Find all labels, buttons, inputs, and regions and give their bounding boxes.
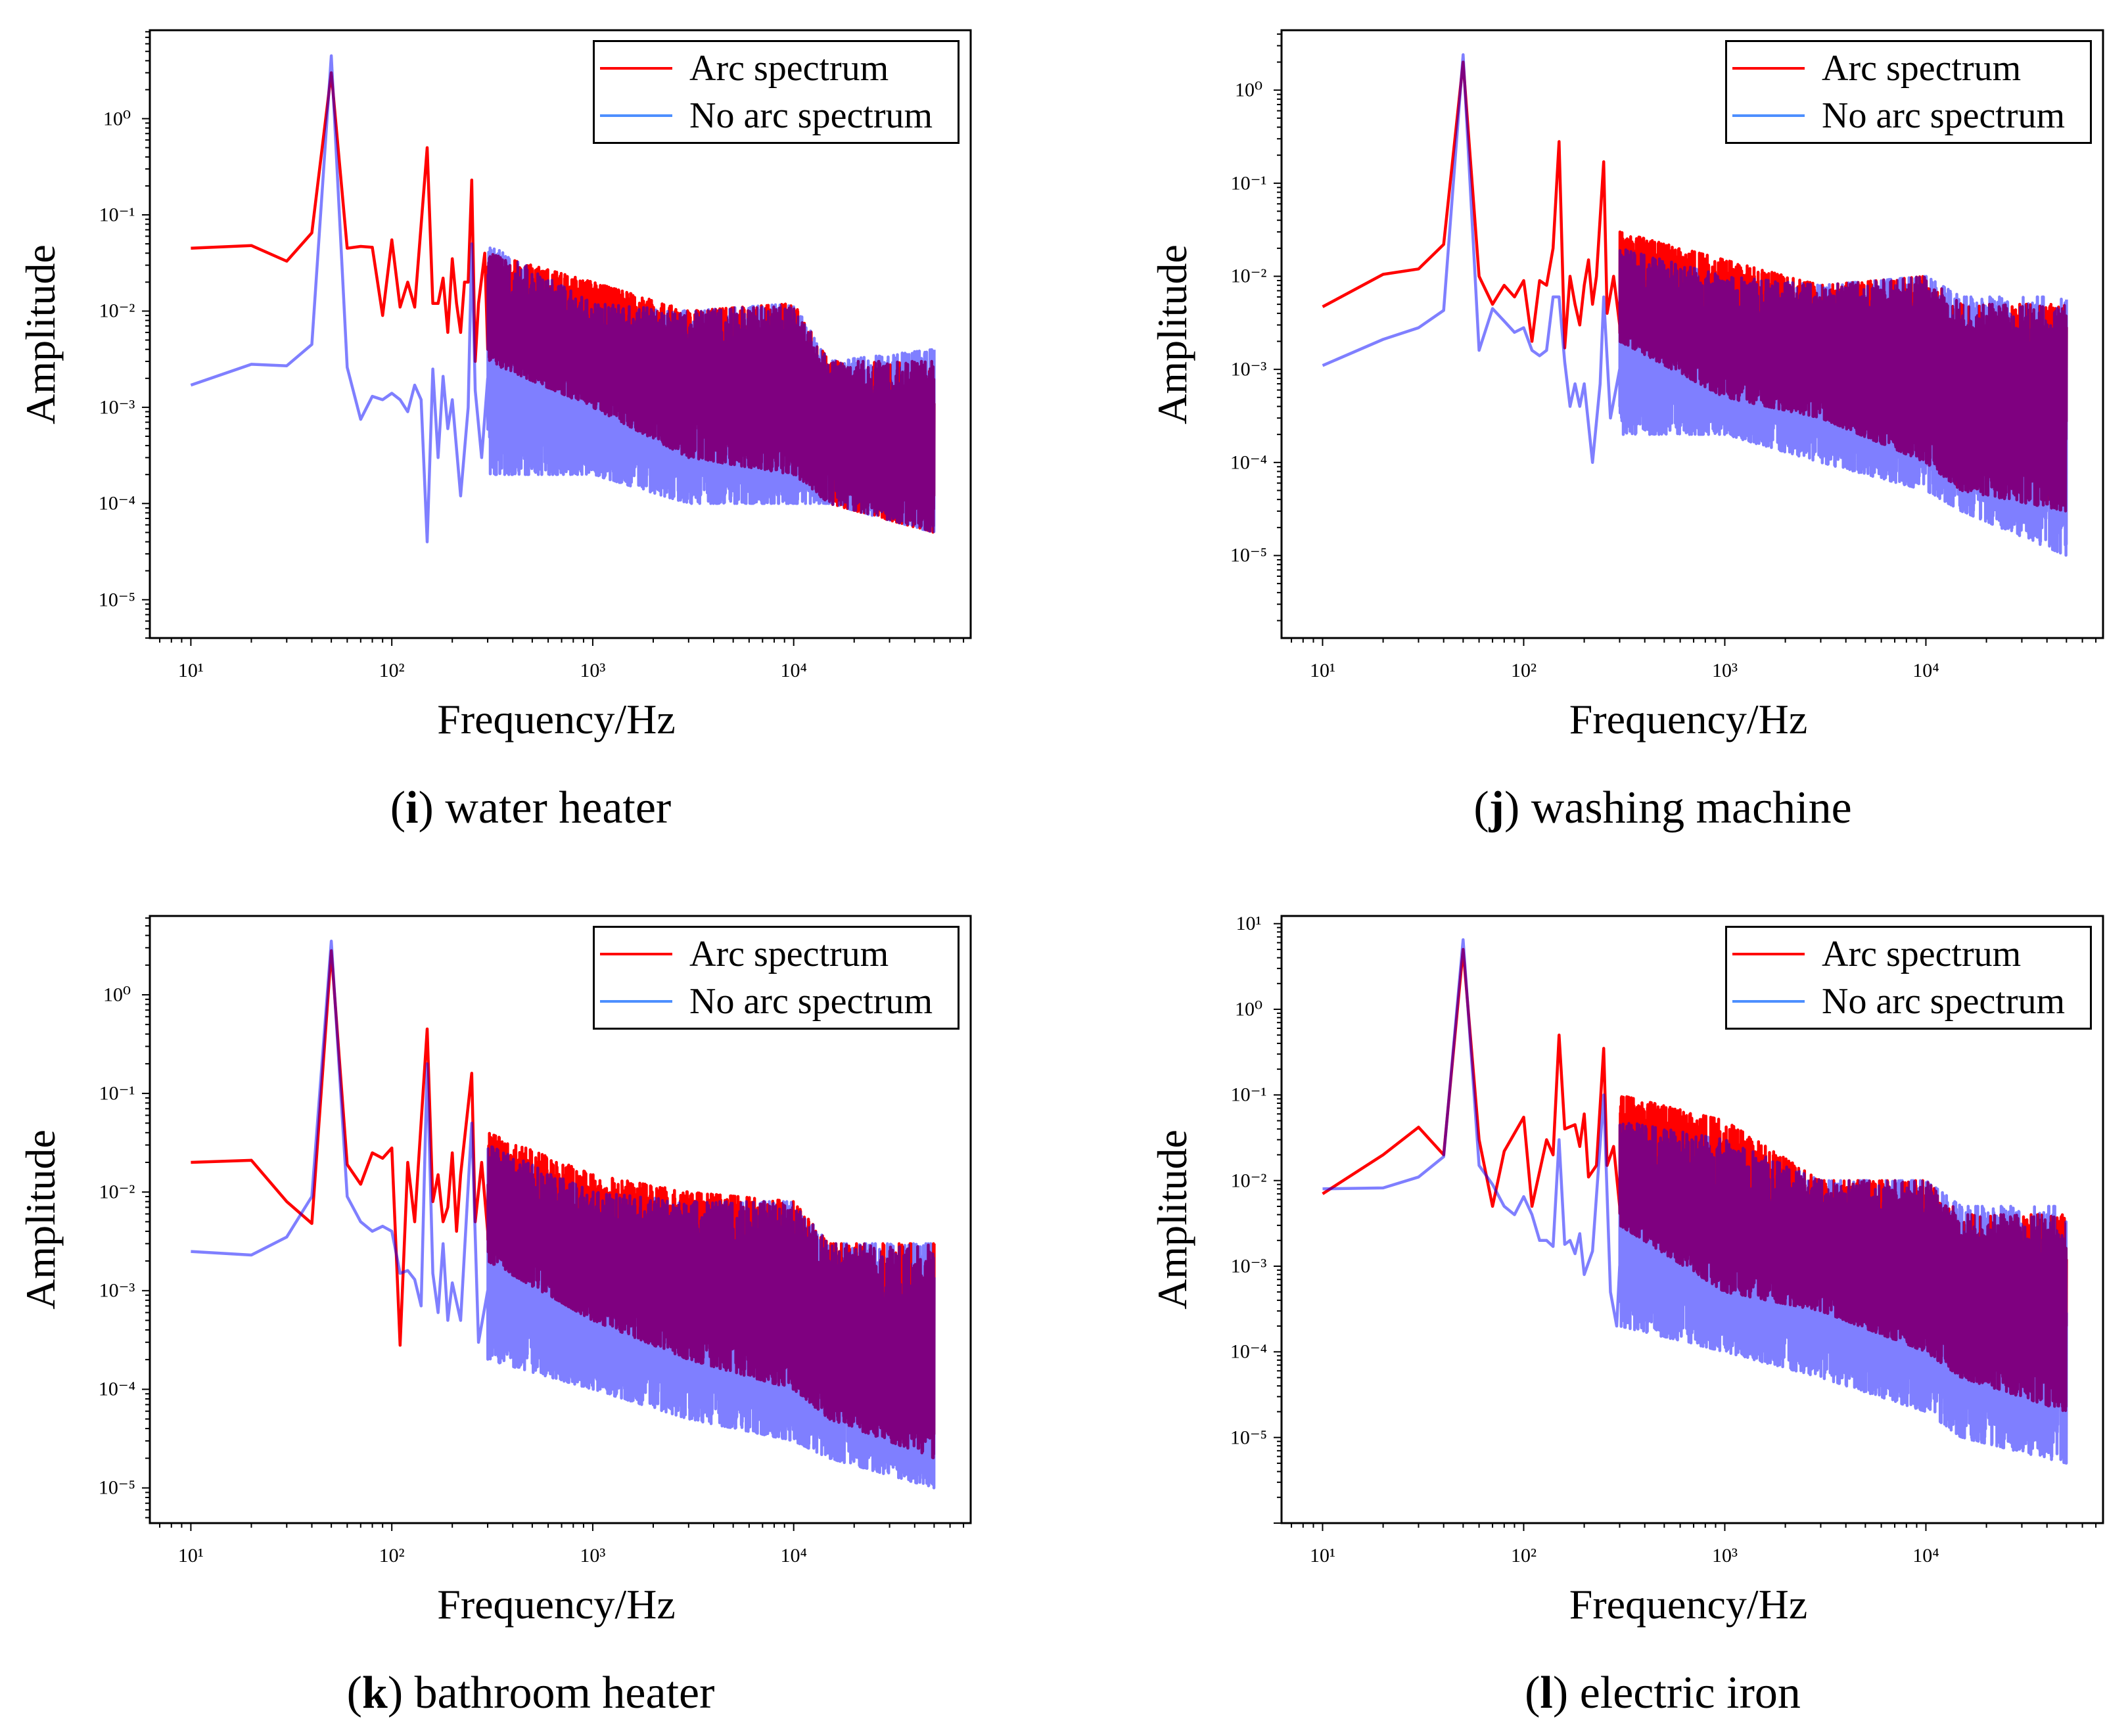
- y-tick-label: 10⁻⁵: [1230, 544, 1268, 566]
- x-axis-label: Frequency/Hz: [437, 1581, 676, 1628]
- series-line-noarc: [1322, 938, 2068, 1465]
- series-line-noarc: [190, 54, 936, 543]
- axes-frame: [149, 29, 972, 639]
- legend-item-arc: Arc spectrum: [1732, 45, 2085, 92]
- y-tick-label: 10⁻⁵: [98, 1476, 136, 1499]
- x-tick-label: 10²: [1510, 660, 1537, 681]
- x-tick-label: 10³: [1711, 1545, 1738, 1566]
- series-line-noarc: [1322, 53, 2068, 557]
- caption-letter: k: [361, 1668, 388, 1718]
- y-tick-label: 10⁻¹: [99, 204, 135, 226]
- x-tick-label: 10³: [1711, 660, 1738, 681]
- y-tick-label: 10⁰: [1234, 998, 1263, 1020]
- y-tick-label: 10⁻³: [1230, 358, 1267, 380]
- y-tick-label: 10⁻¹: [1230, 172, 1267, 194]
- legend-label-arc: Arc spectrum: [1822, 934, 2022, 974]
- panel-caption: (l) electric iron: [1525, 1668, 1801, 1718]
- y-tick-label: 10⁻³: [1230, 1255, 1267, 1277]
- y-tick-label: 10¹: [1236, 912, 1262, 934]
- y-axis-label: Amplitude: [17, 244, 64, 424]
- legend: Arc spectrum No arc spectrum: [1725, 926, 2092, 1030]
- x-tick-label: 10¹: [1309, 660, 1335, 681]
- x-axis-label: Frequency/Hz: [1569, 1581, 1808, 1628]
- x-tick-label: 10⁴: [780, 1545, 807, 1566]
- y-tick-label: 10⁻⁴: [98, 492, 136, 514]
- caption-title: washing machine: [1531, 783, 1852, 833]
- y-tick-label: 10⁻⁵: [1230, 1427, 1268, 1449]
- y-tick-label: 10⁻²: [1230, 265, 1267, 287]
- axes-frame: [149, 915, 972, 1524]
- panel-caption: (k) bathroom heater: [346, 1668, 715, 1718]
- y-tick-label: 10⁻⁴: [1230, 451, 1268, 474]
- legend-label-noarc: No arc spectrum: [689, 981, 933, 1022]
- x-tick-label: 10⁴: [1912, 1545, 1939, 1566]
- legend-label-noarc: No arc spectrum: [1822, 981, 2066, 1022]
- x-tick-label: 10¹: [177, 1545, 204, 1566]
- legend-item-noarc: No arc spectrum: [1732, 978, 2085, 1025]
- x-tick-label: 10¹: [177, 660, 204, 681]
- x-tick-label: 10³: [580, 1545, 606, 1566]
- panel-caption: (j) washing machine: [1473, 783, 1852, 833]
- axes-frame: [1280, 915, 2104, 1524]
- y-tick-label: 10⁰: [103, 984, 131, 1006]
- y-tick-label: 10⁻²: [99, 1181, 135, 1203]
- caption-letter: l: [1540, 1668, 1553, 1718]
- legend-label-arc: Arc spectrum: [689, 934, 889, 974]
- x-axis-label: Frequency/Hz: [437, 696, 676, 742]
- legend-swatch-arc: [1732, 67, 1805, 70]
- y-axis-label: Amplitude: [1149, 244, 1195, 424]
- y-tick-label: 10⁻⁵: [98, 589, 136, 611]
- y-tick-label: 10⁻¹: [99, 1082, 135, 1105]
- legend-swatch-arc: [1732, 953, 1805, 955]
- legend-swatch-noarc: [600, 114, 672, 117]
- caption-letter: j: [1489, 783, 1504, 833]
- y-tick-label: 10⁻³: [99, 396, 135, 419]
- legend-item-noarc: No arc spectrum: [600, 92, 952, 139]
- legend: Arc spectrum No arc spectrum: [593, 40, 960, 144]
- y-tick-label: 10⁻²: [99, 300, 135, 322]
- y-tick-label: 10⁰: [1234, 79, 1263, 101]
- x-tick-label: 10²: [379, 660, 405, 681]
- x-axis-label: Frequency/Hz: [1569, 696, 1808, 742]
- y-tick-label: 10⁻⁴: [1230, 1340, 1268, 1363]
- x-tick-label: 10²: [1510, 1545, 1537, 1566]
- caption-title: bathroom heater: [414, 1668, 715, 1718]
- x-tick-label: 10⁴: [1912, 660, 1939, 681]
- legend: Arc spectrum No arc spectrum: [593, 926, 960, 1030]
- legend-label-noarc: No arc spectrum: [1822, 95, 2066, 136]
- legend-item-arc: Arc spectrum: [1732, 930, 2085, 978]
- legend-item-noarc: No arc spectrum: [1732, 92, 2085, 139]
- y-tick-label: 10⁻¹: [1230, 1084, 1267, 1106]
- x-tick-label: 10¹: [1309, 1545, 1335, 1566]
- legend-swatch-noarc: [600, 1000, 672, 1003]
- x-tick-label: 10²: [379, 1545, 405, 1566]
- caption-title: electric iron: [1579, 1668, 1801, 1718]
- y-tick-label: 10⁰: [103, 108, 131, 130]
- x-tick-label: 10⁴: [780, 660, 807, 681]
- legend-swatch-noarc: [1732, 1000, 1805, 1003]
- y-axis-label: Amplitude: [17, 1130, 64, 1310]
- legend-label-noarc: No arc spectrum: [689, 95, 933, 136]
- y-tick-label: 10⁻³: [99, 1279, 135, 1302]
- legend-label-arc: Arc spectrum: [689, 48, 889, 89]
- legend-swatch-arc: [600, 953, 672, 955]
- legend-item-arc: Arc spectrum: [600, 930, 952, 978]
- series-line-noarc: [191, 940, 936, 1490]
- legend-item-arc: Arc spectrum: [600, 45, 952, 92]
- y-tick-label: 10⁻²: [1230, 1170, 1267, 1192]
- y-tick-label: 10⁻⁴: [98, 1378, 136, 1400]
- legend-swatch-arc: [600, 67, 672, 70]
- caption-title: water heater: [445, 783, 672, 833]
- axes-frame: [1280, 29, 2104, 639]
- legend-label-arc: Arc spectrum: [1822, 48, 2022, 89]
- y-axis-label: Amplitude: [1149, 1130, 1195, 1310]
- caption-letter: i: [405, 783, 419, 833]
- panel-caption: (i) water heater: [390, 783, 672, 833]
- legend-item-noarc: No arc spectrum: [600, 978, 952, 1025]
- legend: Arc spectrum No arc spectrum: [1725, 40, 2092, 144]
- legend-swatch-noarc: [1732, 114, 1805, 117]
- x-tick-label: 10³: [580, 660, 606, 681]
